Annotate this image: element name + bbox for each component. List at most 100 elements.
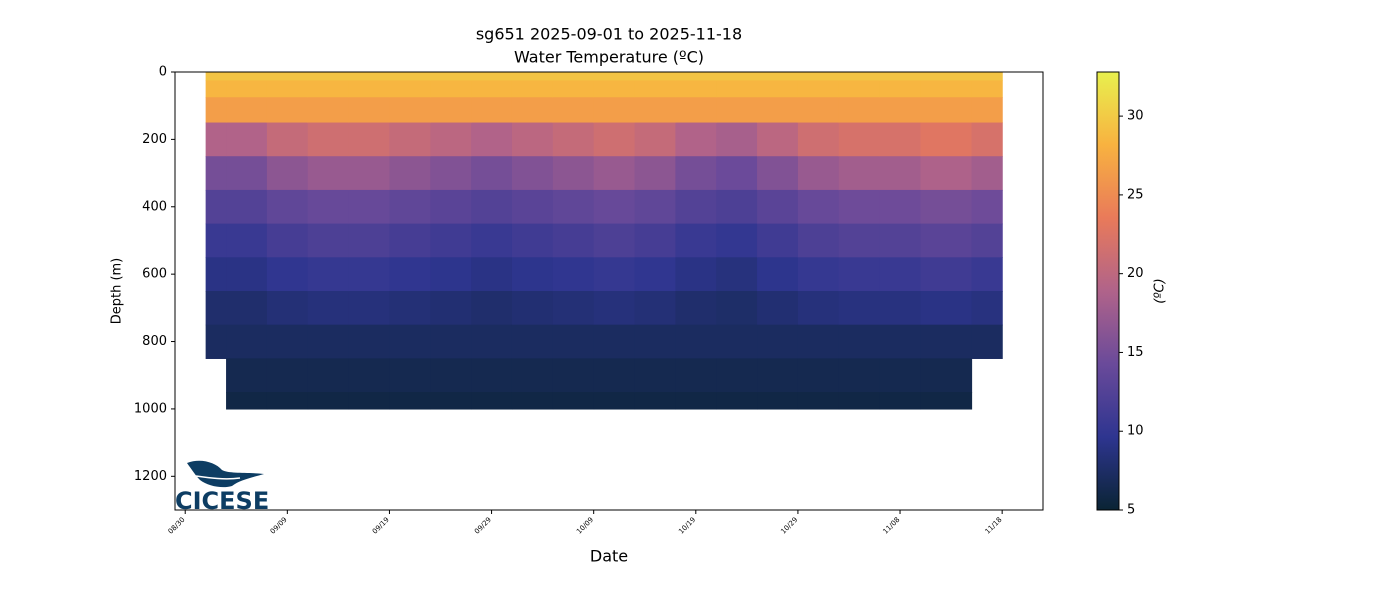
heatmap-cell <box>716 72 758 82</box>
heatmap-cell <box>971 80 1003 98</box>
heatmap-cell <box>879 291 922 326</box>
heatmap-cell <box>634 189 676 225</box>
heatmap-cell <box>757 392 799 410</box>
heatmap-cell <box>307 156 350 191</box>
heatmap-cell <box>838 223 881 258</box>
heatmap-cell <box>348 392 391 410</box>
heatmap-cell <box>266 257 309 292</box>
heatmap-cell <box>552 97 595 124</box>
heatmap-cell <box>511 223 554 258</box>
heatmap-cell <box>920 358 973 393</box>
heatmap-cell <box>205 72 227 82</box>
heatmap-cell <box>971 189 1003 225</box>
heatmap-cell <box>757 257 799 292</box>
heatmap-cell <box>552 80 595 98</box>
y-tick-label: 1200 <box>134 469 167 484</box>
heatmap-cell <box>593 156 636 191</box>
heatmap-cell <box>307 80 350 98</box>
y-tick-label: 0 <box>159 65 167 80</box>
heatmap-cell <box>226 392 268 410</box>
x-tick-label: 09/19 <box>371 516 391 536</box>
heatmap-cell <box>675 291 717 326</box>
heatmap-cell <box>797 189 840 225</box>
heatmap-cell <box>430 72 472 82</box>
heatmap-cell <box>205 291 227 326</box>
heatmap-cell <box>511 358 554 393</box>
heatmap-cell <box>205 156 227 191</box>
heatmap-cell <box>226 291 268 326</box>
heatmap-cell <box>838 97 881 124</box>
heatmap-cell <box>389 97 431 124</box>
heatmap-cell <box>552 189 595 225</box>
heatmap-cell <box>389 80 431 98</box>
heatmap-cell <box>634 291 676 326</box>
heatmap-cell <box>593 122 636 157</box>
heatmap-cell <box>971 156 1003 191</box>
heatmap-cell <box>205 97 227 124</box>
heatmap-cell <box>471 358 513 393</box>
heatmap-cell <box>552 122 595 157</box>
y-tick-label: 600 <box>142 267 167 282</box>
heatmap-cell <box>266 97 309 124</box>
heatmap-cell <box>430 291 472 326</box>
heatmap-cell <box>348 257 391 292</box>
x-tick-label: 11/08 <box>882 516 902 536</box>
heatmap-cell <box>205 257 227 292</box>
heatmap-cell <box>348 72 391 82</box>
heatmap-cell <box>348 156 391 191</box>
heatmap-cell <box>797 72 840 82</box>
heatmap-cell <box>838 189 881 225</box>
x-axis-label: Date <box>590 547 628 566</box>
heatmap-cell <box>266 223 309 258</box>
heatmap-cell <box>307 392 350 410</box>
heatmap-cell <box>971 324 1003 359</box>
heatmap-cell <box>716 122 758 157</box>
heatmap-cell <box>226 72 268 82</box>
heatmap-cell <box>797 291 840 326</box>
heatmap-cell <box>838 392 881 410</box>
heatmap-cell <box>552 156 595 191</box>
heatmap-cell <box>593 392 636 410</box>
heatmap-cell <box>757 97 799 124</box>
heatmap-cell <box>879 122 922 157</box>
heatmap-cell <box>797 156 840 191</box>
colorbar-tick-label: 15 <box>1127 345 1144 360</box>
heatmap-cell <box>471 122 513 157</box>
heatmap-cell <box>838 324 881 359</box>
heatmap-cell <box>389 156 431 191</box>
heatmap-cell <box>838 257 881 292</box>
chart-subtitle: Water Temperature (ºC) <box>514 48 704 67</box>
heatmap-cell <box>511 189 554 225</box>
heatmap-cell <box>634 392 676 410</box>
heatmap-cell <box>593 358 636 393</box>
heatmap-cell <box>634 223 676 258</box>
y-tick-label: 200 <box>142 132 167 147</box>
heatmap-cell <box>797 97 840 124</box>
heatmap-cell <box>920 291 973 326</box>
heatmap-cell <box>593 223 636 258</box>
heatmap-cell <box>348 223 391 258</box>
heatmap-cell <box>552 223 595 258</box>
y-tick-label: 1000 <box>134 401 167 416</box>
colorbar-tick-label: 10 <box>1127 424 1144 439</box>
heatmap-cell <box>471 97 513 124</box>
heatmap-cell <box>266 392 309 410</box>
heatmap-cell <box>430 223 472 258</box>
heatmap-cell <box>675 72 717 82</box>
heatmap-cell <box>205 80 227 98</box>
heatmap-cell <box>716 392 758 410</box>
heatmap-cell <box>675 80 717 98</box>
heatmap-cell <box>757 189 799 225</box>
x-tick-label: 11/18 <box>984 516 1004 536</box>
heatmap-cell <box>389 324 431 359</box>
heatmap-cell <box>389 291 431 326</box>
heatmap-cell <box>920 257 973 292</box>
heatmap-cell <box>552 72 595 82</box>
heatmap-cell <box>348 189 391 225</box>
heatmap-cell <box>226 223 268 258</box>
heatmap-cell <box>511 324 554 359</box>
heatmap-cell <box>348 291 391 326</box>
heatmap-cell <box>307 72 350 82</box>
heatmap-cell <box>226 97 268 124</box>
